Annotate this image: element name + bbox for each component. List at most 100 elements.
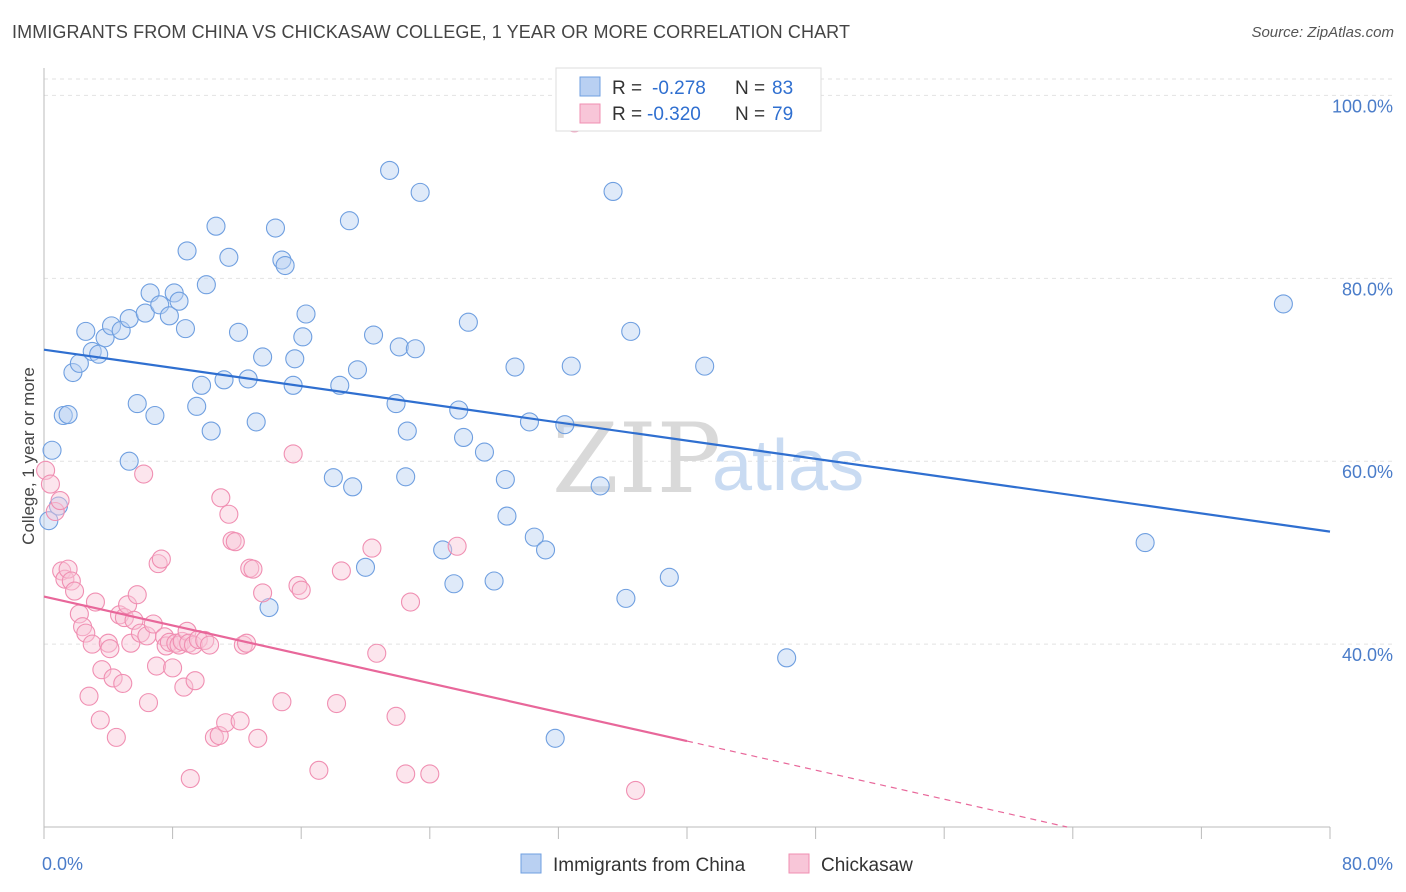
- y-tick-label: 100.0%: [1332, 96, 1393, 116]
- data-point: [272, 250, 292, 270]
- data-point: [495, 469, 515, 490]
- data-point: [396, 764, 416, 784]
- data-point: [219, 504, 239, 524]
- data-point: [293, 327, 313, 347]
- data-point: [626, 780, 646, 800]
- data-point: [561, 356, 581, 376]
- data-point: [323, 468, 343, 488]
- data-point: [519, 412, 540, 432]
- data-point: [400, 592, 421, 612]
- data-point: [621, 321, 641, 341]
- data-point: [191, 375, 212, 395]
- data-point: [524, 527, 544, 547]
- data-point: [121, 633, 141, 653]
- data-point: [103, 668, 123, 688]
- data-point: [367, 643, 387, 663]
- data-point: [397, 421, 417, 441]
- data-point: [100, 639, 120, 659]
- trend-lines: [43, 348, 1331, 828]
- data-point: [159, 306, 179, 326]
- chickasaw-points: [36, 113, 646, 800]
- data-point: [545, 728, 565, 748]
- data-point: [380, 160, 400, 180]
- data-point: [151, 549, 171, 569]
- data-point: [172, 631, 192, 651]
- data-point: [79, 686, 99, 706]
- data-point: [185, 671, 205, 691]
- data-point: [42, 440, 62, 460]
- data-point: [163, 658, 183, 678]
- data-point: [695, 356, 715, 376]
- series-legend: Immigrants from China Chickasaw: [520, 853, 913, 876]
- data-point: [339, 211, 359, 231]
- data-point: [127, 585, 147, 605]
- data-point: [363, 325, 384, 345]
- trend-line-chickasaw-extension: [686, 740, 1068, 828]
- data-point: [386, 394, 406, 414]
- data-point: [146, 656, 167, 676]
- data-point: [659, 567, 679, 587]
- data-point: [45, 501, 65, 522]
- data-point: [119, 451, 139, 471]
- data-point: [225, 532, 245, 552]
- data-point: [82, 634, 102, 654]
- legend-r-label-china: R =: [612, 78, 642, 99]
- data-point: [296, 304, 316, 324]
- data-point: [396, 467, 416, 487]
- trend-line-china: [43, 348, 1331, 533]
- series-legend-swatch-chickasaw: [788, 853, 810, 874]
- data-point: [291, 580, 311, 600]
- data-point: [95, 328, 115, 348]
- data-point: [101, 316, 122, 336]
- data-point: [253, 347, 273, 367]
- y-tick-label: 40.0%: [1342, 645, 1393, 665]
- data-point: [389, 337, 409, 357]
- data-point: [355, 557, 376, 577]
- data-point: [138, 693, 159, 713]
- data-point: [135, 303, 155, 323]
- series-legend-label-chickasaw: Chickasaw: [821, 855, 913, 876]
- data-point: [474, 442, 495, 462]
- data-point: [196, 275, 216, 295]
- data-point: [777, 648, 797, 668]
- data-point: [169, 291, 189, 311]
- data-point: [50, 490, 70, 511]
- watermark-zip: ZIP: [552, 403, 721, 515]
- data-point: [248, 728, 268, 748]
- legend-n-value-china: 83: [772, 78, 793, 99]
- y-tick-label: 60.0%: [1342, 462, 1393, 482]
- correlation-legend: R = -0.278 N = 83 R = -0.320 N = 79: [555, 67, 822, 132]
- data-point: [616, 588, 636, 608]
- data-point: [444, 574, 464, 594]
- data-point: [458, 312, 478, 332]
- data-point: [134, 464, 154, 484]
- data-point: [420, 764, 440, 784]
- data-point: [347, 360, 368, 380]
- chart-title: IMMIGRANTS FROM CHINA VS CHICKASAW COLLE…: [12, 22, 851, 42]
- data-point: [113, 673, 133, 693]
- legend-n-value-chickasaw: 79: [772, 104, 793, 125]
- data-point: [230, 711, 250, 731]
- data-point: [505, 357, 525, 377]
- source-label: Source: ZipAtlas.com: [1251, 24, 1394, 41]
- data-point: [1135, 533, 1155, 553]
- data-point: [272, 692, 292, 712]
- data-point: [127, 394, 147, 414]
- data-point: [64, 581, 85, 601]
- data-point: [283, 444, 303, 464]
- legend-swatch-chickasaw: [579, 103, 601, 124]
- data-point: [454, 427, 474, 447]
- data-point: [216, 713, 236, 733]
- data-point: [177, 241, 197, 261]
- data-point: [90, 710, 110, 730]
- data-point: [211, 488, 231, 508]
- data-point: [497, 506, 517, 526]
- y-tick-label: 80.0%: [1342, 279, 1393, 299]
- data-point: [386, 706, 406, 726]
- data-point: [180, 768, 200, 789]
- data-point: [253, 583, 273, 603]
- data-point: [219, 247, 239, 267]
- data-point: [410, 182, 430, 202]
- watermark-atlas: atlas: [712, 426, 864, 506]
